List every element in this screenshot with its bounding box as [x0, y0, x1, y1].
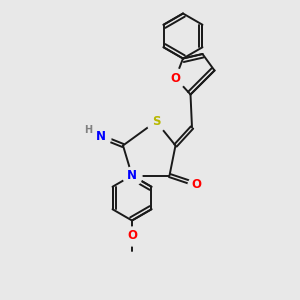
Text: O: O: [127, 229, 137, 242]
Text: N: N: [127, 169, 137, 182]
Text: N: N: [95, 130, 106, 143]
Text: S: S: [152, 115, 160, 128]
Text: O: O: [170, 71, 181, 85]
Text: H: H: [84, 125, 93, 136]
Text: O: O: [191, 178, 202, 191]
